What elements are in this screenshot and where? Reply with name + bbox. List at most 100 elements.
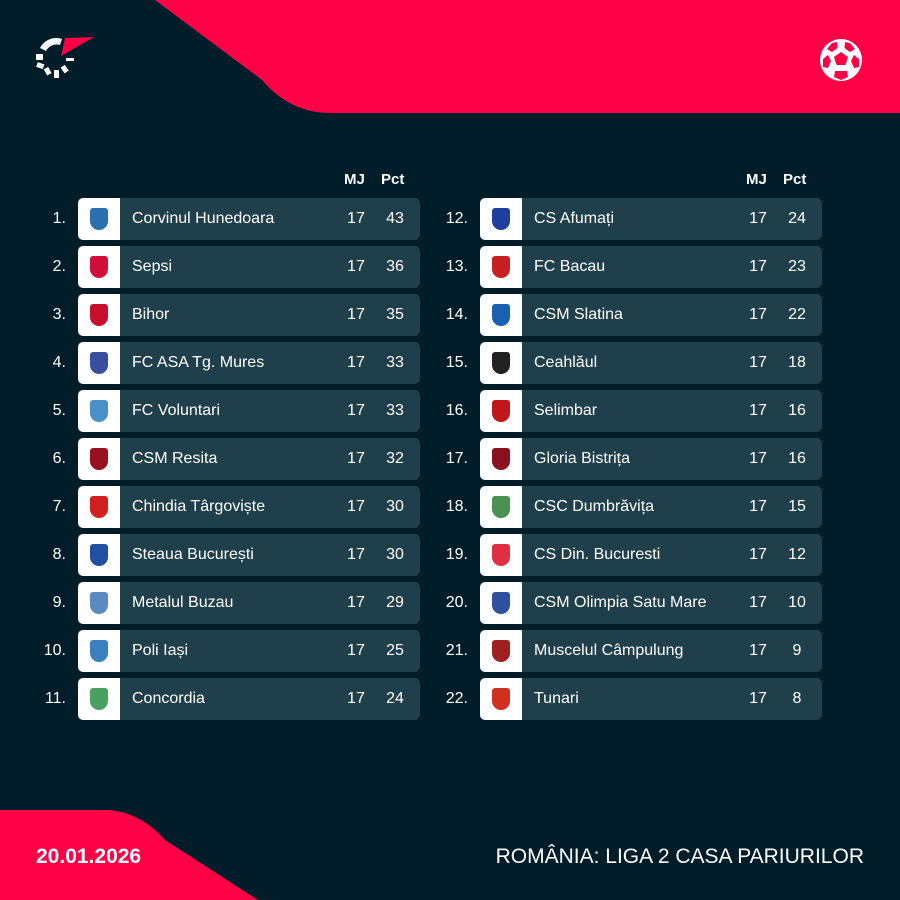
points: 36 (386, 258, 404, 275)
table-row[interactable]: 17. Gloria Bistrița 17 16 (402, 438, 824, 480)
matches-played: 17 (347, 690, 365, 707)
points: 32 (386, 450, 404, 467)
rank: 17. (445, 450, 468, 467)
team-row-box[interactable]: Chindia Târgoviște 17 30 (78, 486, 420, 528)
points: 24 (788, 210, 806, 227)
table-row[interactable]: 16. Selimbar 17 16 (402, 390, 824, 432)
team-crest-icon (78, 198, 120, 240)
team-row-box[interactable]: Bihor 17 35 (78, 294, 420, 336)
team-row-box[interactable]: CSM Olimpia Satu Mare 17 10 (480, 582, 822, 624)
team-row-box[interactable]: CSC Dumbrăvița 17 15 (480, 486, 822, 528)
table-row[interactable]: 13. FC Bacau 17 23 (402, 246, 824, 288)
team-row-box[interactable]: Tunari 17 8 (480, 678, 822, 720)
points: 10 (788, 594, 806, 611)
points: 16 (788, 402, 806, 419)
matches-played: 17 (749, 546, 767, 563)
team-row-box[interactable]: CSM Resita 17 32 (78, 438, 420, 480)
table-row[interactable]: 22. Tunari 17 8 (402, 678, 824, 720)
team-name: Sepsi (132, 258, 173, 275)
table-row[interactable]: 10. Poli Iași 17 25 (0, 630, 422, 672)
team-row-box[interactable]: Ceahlăul 17 18 (480, 342, 822, 384)
table-row[interactable]: 21. Muscelul Câmpulung 17 9 (402, 630, 824, 672)
table-row[interactable]: 2. Sepsi 17 36 (0, 246, 422, 288)
team-crest-icon (78, 486, 120, 528)
table-row[interactable]: 19. CS Din. Bucuresti 17 12 (402, 534, 824, 576)
matches-played: 17 (749, 642, 767, 659)
team-name: Bihor (132, 306, 170, 323)
matches-played: 17 (347, 258, 365, 275)
team-row-box[interactable]: FC ASA Tg. Mures 17 33 (78, 342, 420, 384)
matches-played: 17 (347, 210, 365, 227)
rank: 9. (52, 594, 66, 611)
points: 18 (788, 354, 806, 371)
team-crest-icon (480, 486, 522, 528)
matches-played: 17 (749, 450, 767, 467)
rank: 10. (43, 642, 66, 659)
team-crest-icon (78, 342, 120, 384)
team-row-box[interactable]: Corvinul Hunedoara 17 43 (78, 198, 420, 240)
team-crest-icon (480, 294, 522, 336)
table-row[interactable]: 1. Corvinul Hunedoara 17 43 (0, 198, 422, 240)
team-row-box[interactable]: FC Voluntari 17 33 (78, 390, 420, 432)
matches-played: 17 (347, 594, 365, 611)
table-row[interactable]: 20. CSM Olimpia Satu Mare 17 10 (402, 582, 824, 624)
team-row-box[interactable]: FC Bacau 17 23 (480, 246, 822, 288)
points: 22 (788, 306, 806, 323)
matches-played: 17 (347, 354, 365, 371)
table-row[interactable]: 6. CSM Resita 17 32 (0, 438, 422, 480)
matches-played: 17 (347, 402, 365, 419)
team-name: CSM Olimpia Satu Mare (534, 594, 707, 611)
points: 43 (386, 210, 404, 227)
table-row[interactable]: 14. CSM Slatina 17 22 (402, 294, 824, 336)
table-row[interactable]: 3. Bihor 17 35 (0, 294, 422, 336)
rank: 18. (445, 498, 468, 515)
matches-played: 17 (749, 498, 767, 515)
rank: 20. (445, 594, 468, 611)
table-row[interactable]: 11. Concordia 17 24 (0, 678, 422, 720)
table-row[interactable]: 5. FC Voluntari 17 33 (0, 390, 422, 432)
points: 23 (788, 258, 806, 275)
team-crest-icon (78, 582, 120, 624)
team-name: Steaua București (132, 546, 254, 563)
team-row-box[interactable]: CSM Slatina 17 22 (480, 294, 822, 336)
rank: 4. (52, 354, 66, 371)
points: 8 (792, 690, 802, 707)
team-row-box[interactable]: Sepsi 17 36 (78, 246, 420, 288)
top-red-banner (155, 0, 900, 113)
table-row[interactable]: 9. Metalul Buzau 17 29 (0, 582, 422, 624)
table-row[interactable]: 15. Ceahlăul 17 18 (402, 342, 824, 384)
team-crest-icon (480, 534, 522, 576)
team-row-box[interactable]: Concordia 17 24 (78, 678, 420, 720)
team-row-box[interactable]: Gloria Bistrița 17 16 (480, 438, 822, 480)
table-row[interactable]: 7. Chindia Târgoviște 17 30 (0, 486, 422, 528)
team-name: CS Din. Bucuresti (534, 546, 661, 563)
team-crest-icon (480, 438, 522, 480)
team-row-box[interactable]: CS Afumați 17 24 (480, 198, 822, 240)
points: 33 (386, 402, 404, 419)
matches-played: 17 (347, 498, 365, 515)
team-crest-icon (480, 246, 522, 288)
table-row[interactable]: 12. CS Afumați 17 24 (402, 198, 824, 240)
table-row[interactable]: 4. FC ASA Tg. Mures 17 33 (0, 342, 422, 384)
flashscore-logo-icon (36, 37, 94, 78)
team-row-box[interactable]: Metalul Buzau 17 29 (78, 582, 420, 624)
table-row[interactable]: 18. CSC Dumbrăvița 17 15 (402, 486, 824, 528)
team-row-box[interactable]: Muscelul Câmpulung 17 9 (480, 630, 822, 672)
team-crest-icon (480, 342, 522, 384)
points: 16 (788, 450, 806, 467)
rank: 2. (52, 258, 66, 275)
team-row-box[interactable]: Steaua București 17 30 (78, 534, 420, 576)
table-row[interactable]: 8. Steaua București 17 30 (0, 534, 422, 576)
team-name: Selimbar (534, 402, 598, 419)
rank: 5. (52, 402, 66, 419)
column-header-played-right: MJ (746, 171, 767, 188)
team-crest-icon (78, 534, 120, 576)
team-name: FC Voluntari (132, 402, 221, 419)
team-row-box[interactable]: Selimbar 17 16 (480, 390, 822, 432)
team-row-box[interactable]: Poli Iași 17 25 (78, 630, 420, 672)
rank: 21. (445, 642, 468, 659)
team-name: CSM Slatina (534, 306, 623, 323)
team-row-box[interactable]: CS Din. Bucuresti 17 12 (480, 534, 822, 576)
team-crest-icon (78, 678, 120, 720)
